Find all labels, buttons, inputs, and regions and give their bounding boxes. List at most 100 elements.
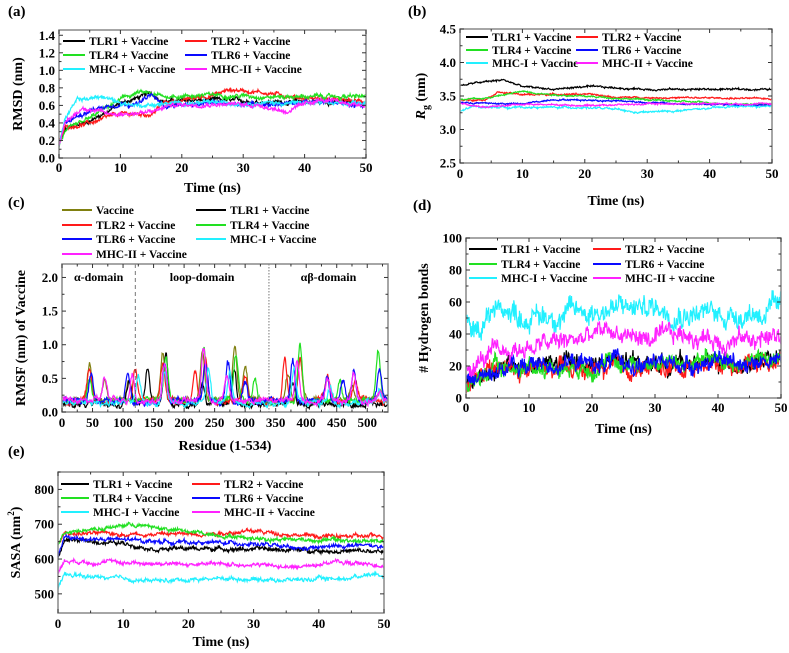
- legend-label: TLR1 + Vaccine: [501, 244, 580, 256]
- series-line-tlr2: [459, 91, 773, 103]
- series-group: [58, 87, 367, 148]
- panel-4: (e) 0 10 20 30 40 50 500 600 700 800 Time (ns) SASA …: [6, 444, 391, 650]
- series-line-mhcii: [58, 96, 367, 147]
- x-tick-label: 20: [586, 400, 599, 415]
- y-tick-label: 80: [449, 263, 462, 278]
- y-tick-label: 0.5: [42, 371, 59, 386]
- legend-item: Vaccine: [62, 205, 134, 217]
- legend-item: MHC-I + Vaccine: [196, 234, 316, 246]
- x-tick-label: 10: [523, 400, 536, 415]
- x-tick-label: 0: [457, 166, 464, 181]
- panel-1: (b) 0 10 20 30 40 50 2.5 3.0 3.5 4.0 4.5 Time (ns) Rg…: [408, 4, 779, 209]
- x-tick-label: 350: [266, 415, 286, 430]
- legend-label: TLR2 + Vaccine: [211, 36, 290, 48]
- legend-item: MHC-I + Vaccine: [63, 64, 175, 76]
- series-line-mhci: [465, 290, 782, 341]
- panel-3: (d) 0 10 20 30 40 50 0 20 40 60 80 100 Time (ns) # Hyd…: [413, 198, 788, 437]
- y-tick-label: 3.0: [440, 122, 456, 137]
- legend-item: MHC-II + Vaccine: [192, 507, 315, 519]
- y-axis-title: Rg (nm): [414, 72, 432, 120]
- x-tick-label: 0: [55, 616, 62, 631]
- series-line-tlr4: [57, 521, 385, 546]
- x-tick-label: 100: [113, 415, 133, 430]
- legend-label: TLR6 + Vaccine: [211, 50, 290, 62]
- y-axis-title-unit: ): [9, 506, 24, 511]
- y-tick-label: 0.0: [42, 405, 58, 420]
- legend-label: MHC-I + Vaccine: [492, 58, 578, 70]
- legend-label: TLR1 + Vaccine: [492, 32, 571, 44]
- series-group: [459, 78, 773, 115]
- panel-label: (e): [8, 444, 25, 460]
- y-tick-label: 2.5: [440, 156, 457, 171]
- y-tick-label: 1.5: [42, 304, 59, 319]
- panel-label: (a): [8, 4, 26, 20]
- y-tick-label: 600: [35, 552, 55, 567]
- series-line-tlr2: [57, 527, 385, 545]
- y-tick-label: 700: [35, 517, 55, 532]
- y-axis-title-main: # Hydrogen bonds: [417, 263, 432, 373]
- y-tick-label: 0.2: [39, 133, 55, 148]
- series-group: [62, 342, 389, 411]
- legend-item: MHC-I + Vaccine: [61, 507, 179, 519]
- legend-label: TLR4 + Vaccine: [492, 45, 571, 57]
- y-tick-label: 0: [456, 391, 463, 406]
- legend-label: MHC-I + Vaccine: [89, 64, 175, 76]
- legend-item: TLR4 + Vaccine: [469, 259, 580, 271]
- legend-label: TLR6 + Vaccine: [602, 45, 681, 57]
- legend-item: TLR4 + Vaccine: [466, 45, 571, 57]
- series-line-tlr1: [57, 536, 385, 559]
- legend-label: MHC-II + Vaccine: [96, 249, 187, 261]
- legend-item: TLR1 + Vaccine: [63, 36, 168, 48]
- y-tick-label: 800: [35, 482, 55, 497]
- legend-label: TLR6 + Vaccine: [224, 493, 303, 505]
- legend-label: Vaccine: [96, 205, 134, 217]
- y-axis-title-main: SASA (nm: [9, 515, 24, 578]
- y-tick-label: 100: [443, 231, 463, 246]
- legend-item: TLR4 + Vaccine: [196, 220, 309, 232]
- x-axis-title: Time (ns): [184, 181, 241, 196]
- legend-item: TLR6 + Vaccine: [62, 234, 175, 246]
- series-line-tlr1: [459, 78, 773, 92]
- legend-item: TLR4 + Vaccine: [61, 493, 172, 505]
- y-tick-label: 20: [449, 359, 462, 374]
- x-tick-label: 50: [378, 616, 391, 631]
- series-line-mhci: [57, 570, 385, 590]
- x-tick-label: 200: [174, 415, 194, 430]
- y-tick-label: 2.0: [42, 270, 58, 285]
- x-tick-label: 0: [463, 400, 470, 415]
- legend-item: MHC-II + Vaccine: [185, 64, 302, 76]
- x-axis-title: Residue (1-534): [179, 439, 272, 454]
- legend-item: MHC-II + Vaccine: [62, 249, 187, 261]
- legend-item: TLR6 + Vaccine: [192, 493, 303, 505]
- series-group: [57, 521, 385, 590]
- series-line-tlr6: [465, 348, 782, 386]
- y-axis-title: RMSD (nm): [11, 57, 26, 131]
- x-tick-label: 40: [712, 400, 725, 415]
- legend: TLR1 + Vaccine TLR2 + Vaccine TLR4 + Vacci…: [63, 36, 302, 76]
- series-line-mhci: [460, 104, 773, 115]
- x-tick-label: 30: [247, 616, 260, 631]
- legend-label: TLR4 + Vaccine: [501, 259, 580, 271]
- legend: TLR1 + Vaccine TLR2 + Vaccine TLR4 + Vacci…: [466, 32, 693, 70]
- legend-item: MHC-II + Vaccine: [576, 58, 693, 70]
- series-line-mhcii: [465, 320, 782, 378]
- x-tick-label: 0: [56, 160, 63, 175]
- x-tick-label: 150: [144, 415, 164, 430]
- legend-item: TLR1 + Vaccine: [61, 479, 172, 491]
- legend-label: TLR1 + Vaccine: [89, 36, 168, 48]
- legend-item: TLR4 + Vaccine: [63, 50, 168, 62]
- legend-label: TLR4 + Vaccine: [230, 220, 309, 232]
- y-axis-title-main: RMSD (nm): [11, 57, 26, 131]
- x-tick-label: 40: [298, 160, 311, 175]
- x-axis-title: Time (ns): [193, 635, 250, 650]
- x-tick-label: 0: [59, 415, 66, 430]
- x-tick-label: 10: [114, 160, 127, 175]
- x-tick-label: 300: [235, 415, 255, 430]
- legend-label: MHC-II + Vaccine: [211, 64, 302, 76]
- panel-label: (d): [413, 198, 431, 214]
- legend-item: TLR2 + Vaccine: [192, 479, 303, 491]
- y-axis-title: SASA (nm2): [6, 506, 24, 578]
- y-tick-label: 4.5: [440, 22, 457, 37]
- panel-label: (b): [408, 4, 426, 20]
